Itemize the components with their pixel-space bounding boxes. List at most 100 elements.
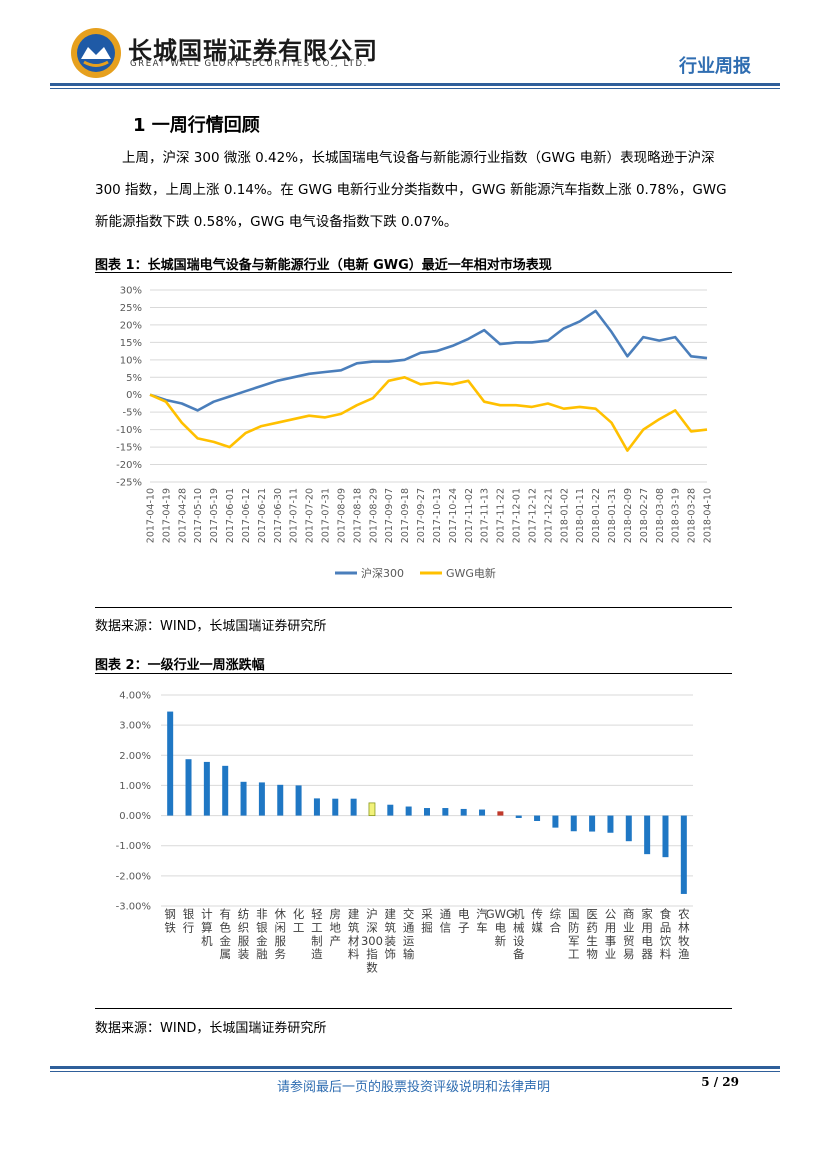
legend-label: 沪深300 xyxy=(361,566,404,580)
category-label: 有色金属 xyxy=(219,907,231,961)
bar xyxy=(534,815,541,821)
x-tick-label: 2018-04-10 xyxy=(703,488,714,543)
bar xyxy=(680,815,687,894)
x-tick-label: 2018-03-08 xyxy=(655,488,666,543)
bar xyxy=(662,815,669,858)
bar xyxy=(350,798,357,816)
figure2-source: 数据来源：WIND，长城国瑞证券研究所 xyxy=(95,1021,327,1036)
bar xyxy=(332,798,339,816)
bar xyxy=(607,815,614,833)
bar xyxy=(589,815,596,832)
y-tick-label: 10% xyxy=(120,355,142,366)
category-label: 商业贸易 xyxy=(623,907,635,961)
x-tick-label: 2017-05-19 xyxy=(209,488,220,543)
y-tick-label: 0.00% xyxy=(119,811,151,822)
category-label: 国防军工 xyxy=(568,907,580,961)
figure2-top-rule xyxy=(95,673,732,674)
figure1-bottom-rule xyxy=(95,607,732,608)
page-number: 5 / 29 xyxy=(701,1075,739,1089)
x-tick-label: 2018-03-19 xyxy=(671,488,682,543)
footer-disclaimer: 请参阅最后一页的股票投资评级说明和法律声明 xyxy=(276,1080,550,1095)
x-tick-label: 2017-10-13 xyxy=(432,488,443,543)
category-label: 医药生物 xyxy=(586,907,598,961)
x-tick-label: 2017-12-01 xyxy=(512,488,523,543)
figure2-title: 图表 2：一级行业一周涨跌幅 xyxy=(95,658,265,673)
x-tick-label: 2017-07-31 xyxy=(321,488,332,543)
category-label: 农林牧渔 xyxy=(678,907,690,961)
x-tick-label: 2017-06-01 xyxy=(225,488,236,543)
series-line xyxy=(149,309,708,412)
x-tick-label: 2017-06-12 xyxy=(241,488,252,543)
bar xyxy=(240,781,247,816)
x-tick-label: 2017-09-27 xyxy=(416,488,427,543)
bar xyxy=(295,785,302,816)
category-label: 钢铁 xyxy=(164,907,176,934)
x-tick-label: 2017-10-24 xyxy=(448,488,459,543)
y-tick-label: -25% xyxy=(116,478,142,489)
y-tick-label: -5% xyxy=(123,408,142,419)
bar xyxy=(644,815,651,855)
bar xyxy=(442,808,449,816)
x-tick-label: 2017-04-10 xyxy=(146,488,157,543)
x-tick-label: 2017-12-21 xyxy=(543,488,554,543)
category-label: 银行 xyxy=(183,907,195,934)
bar xyxy=(222,765,229,816)
y-tick-label: -2.00% xyxy=(116,871,151,882)
y-tick-label: 30% xyxy=(120,286,142,297)
category-label: 休闲服务 xyxy=(274,907,286,961)
x-tick-label: 2017-08-18 xyxy=(352,488,363,543)
figure1-top-rule xyxy=(95,272,732,273)
category-label: 非银金融 xyxy=(256,907,268,961)
footer-divider-thin xyxy=(50,1071,780,1072)
header-divider xyxy=(50,83,780,86)
x-tick-label: 2017-08-09 xyxy=(336,488,347,543)
y-tick-label: -15% xyxy=(116,443,142,454)
category-label: 综合 xyxy=(550,907,562,934)
y-tick-label: 5% xyxy=(126,373,142,384)
category-label: 传媒 xyxy=(531,907,543,934)
company-name-cn: 长城国瑞证券有限公司 xyxy=(128,37,378,65)
y-tick-label: 2.00% xyxy=(119,751,151,762)
x-tick-label: 2017-07-20 xyxy=(305,488,316,543)
figure1-source: 数据来源：WIND，长城国瑞证券研究所 xyxy=(95,619,327,634)
x-tick-label: 2017-11-22 xyxy=(496,488,507,543)
category-label: 通信 xyxy=(440,907,452,934)
x-tick-label: 2017-06-21 xyxy=(257,488,268,543)
bar xyxy=(277,784,284,816)
bar xyxy=(368,802,376,816)
y-tick-label: 1.00% xyxy=(119,781,151,792)
y-tick-label: 25% xyxy=(120,303,142,314)
bar xyxy=(497,811,504,816)
line-chart-relative-performance: 30% 25% 20% 15% 10% 5% 0% -5% -10% -15% -20% -25% 2… xyxy=(116,286,714,581)
x-tick-label: 2017-04-28 xyxy=(177,488,188,543)
category-label: 汽车 xyxy=(476,907,488,934)
category-label: 沪深 300 指数 xyxy=(361,907,383,975)
bar xyxy=(552,815,559,828)
x-tick-label: 2017-11-13 xyxy=(480,488,491,543)
category-label: 房地产 xyxy=(330,907,342,948)
x-tick-label: 2017-04-19 xyxy=(161,488,172,543)
y-tick-label: -20% xyxy=(116,460,142,471)
company-logo xyxy=(71,28,121,78)
x-tick-label: 2018-03-28 xyxy=(687,488,698,543)
category-label: 机械设备 xyxy=(513,907,525,961)
series-line xyxy=(149,376,708,452)
y-tick-label: -3.00% xyxy=(116,902,151,913)
category-label: 建筑装饰 xyxy=(385,907,397,961)
legend-label: GWG电新 xyxy=(446,566,496,580)
x-tick-label: 2017-06-30 xyxy=(273,488,284,543)
category-label: 家用电器 xyxy=(641,907,653,961)
y-tick-label: -1.00% xyxy=(116,841,151,852)
category-label: 纺织服装 xyxy=(238,907,250,961)
category-label: 电子 xyxy=(458,907,470,934)
category-label: 食品饮料 xyxy=(660,907,672,961)
bar xyxy=(570,815,577,832)
bar xyxy=(258,782,265,816)
report-type-label: 行业周报 xyxy=(679,56,751,77)
category-label: 建筑材料 xyxy=(348,907,360,961)
company-name-en: GREAT WALL GLORY SECURITIES CO., LTD. xyxy=(130,59,368,69)
category-label: 交通运输 xyxy=(403,907,415,961)
bar xyxy=(185,759,192,816)
bar xyxy=(387,804,394,816)
bar xyxy=(313,798,320,816)
